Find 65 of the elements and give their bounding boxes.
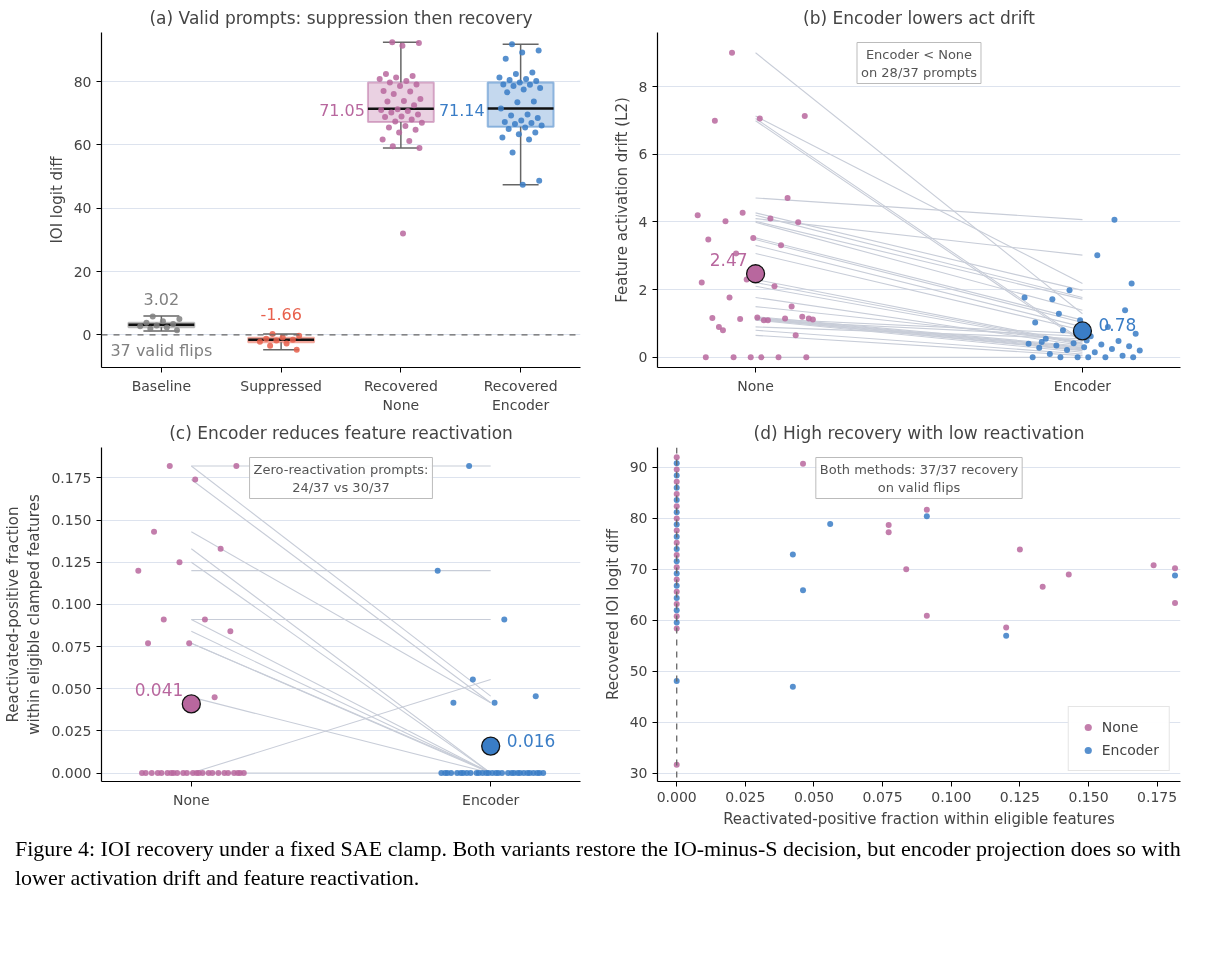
chart-title: (a) Valid prompts: suppression then recovery [149, 7, 533, 28]
y-tick-label: 20 [73, 263, 92, 280]
legend-label: Encoder [1101, 742, 1159, 758]
x-tick-label: 0.050 [793, 788, 835, 805]
y-tick-label: 8 [638, 78, 648, 95]
y-tick-label: 0.100 [51, 596, 92, 613]
chart-title: (c) Encoder reduces feature reactivation [169, 422, 513, 443]
x-tick-label: 0.150 [1068, 788, 1109, 805]
y-axis-title: IOI logit diff [47, 155, 66, 244]
x-tick-label: Encoder [1053, 377, 1112, 394]
y-tick-label: 70 [629, 561, 648, 578]
y-tick-label: 0.075 [51, 638, 92, 655]
y-tick-label: 0.050 [51, 680, 92, 697]
x-tick-label: 0.175 [1137, 788, 1178, 805]
y-tick-label: 0.025 [51, 722, 92, 739]
y-tick-label: 0 [638, 349, 648, 366]
annotation: Zero-reactivation prompts: 24/37 vs 30/37 [253, 461, 429, 495]
data-label: 0.041 [134, 679, 184, 700]
y-tick-label: 4 [638, 213, 648, 230]
x-tick-label: 0.100 [931, 788, 972, 805]
x-tick-label: Recovered Encoder [483, 377, 558, 413]
y-axis-title: Recovered IOI logit diff [603, 528, 622, 700]
y-tick-label: 80 [73, 73, 92, 90]
x-tick-label: Encoder [462, 791, 520, 808]
data-label: 0.78 [1098, 315, 1137, 336]
y-tick-label: 80 [629, 510, 648, 527]
y-tick-label: 0.150 [51, 512, 92, 529]
y-tick-label: 60 [73, 136, 92, 153]
data-label: 0.016 [506, 730, 556, 751]
y-tick-label: 6 [638, 146, 648, 163]
annotation: 37 valid flips [110, 340, 213, 360]
annotation: -1.66 [260, 305, 302, 325]
y-tick-label: 90 [629, 459, 648, 476]
chart-title: (b) Encoder lowers act drift [803, 7, 1036, 28]
y-tick-label: 40 [73, 200, 92, 217]
x-tick-label: None [737, 377, 774, 394]
annotation: 71.05 [319, 100, 365, 120]
y-axis-title: Feature activation drift (L2) [612, 97, 631, 303]
x-tick-label: Recovered None [363, 377, 438, 413]
annotation: Encoder < None on 28/37 prompts [861, 46, 978, 80]
data-label: 2.47 [709, 249, 748, 270]
y-tick-label: 0.175 [51, 469, 92, 486]
chart-title: (d) High recovery with low reactivation [753, 422, 1085, 443]
x-tick-label: Suppressed [240, 377, 322, 394]
y-tick-label: 0.000 [51, 765, 92, 782]
y-tick-label: 50 [629, 663, 648, 680]
x-tick-label: None [173, 791, 210, 808]
x-tick-label: 0.075 [862, 788, 903, 805]
x-tick-label: Baseline [131, 377, 192, 394]
annotation: 3.02 [143, 290, 180, 310]
x-tick-label: 0.000 [656, 788, 697, 805]
x-tick-label: 0.125 [999, 788, 1040, 805]
y-tick-label: 60 [629, 612, 648, 629]
y-axis-title: Reactivated-positive fraction within eligible clamped features [3, 494, 44, 735]
y-tick-label: 40 [629, 714, 648, 731]
caption: Figure 4: IOI recovery under a fixed SAE clamp. Both variants restore the IO-minus-S decision, but encoder projection does so with lower activation drift and feature reactivation. [15, 835, 1182, 892]
x-tick-label: 0.025 [725, 788, 766, 805]
annotation: Both methods: 37/37 recovery on valid flips [819, 461, 1019, 495]
y-tick-label: 30 [629, 765, 648, 782]
y-tick-label: 0.125 [51, 554, 92, 571]
x-axis-title: Reactivated-positive fraction within eligible features [723, 809, 1116, 828]
y-tick-label: 2 [638, 281, 648, 298]
legend-label: None [1101, 719, 1139, 735]
annotation: 71.14 [438, 100, 485, 120]
y-tick-label: 0 [82, 326, 92, 343]
